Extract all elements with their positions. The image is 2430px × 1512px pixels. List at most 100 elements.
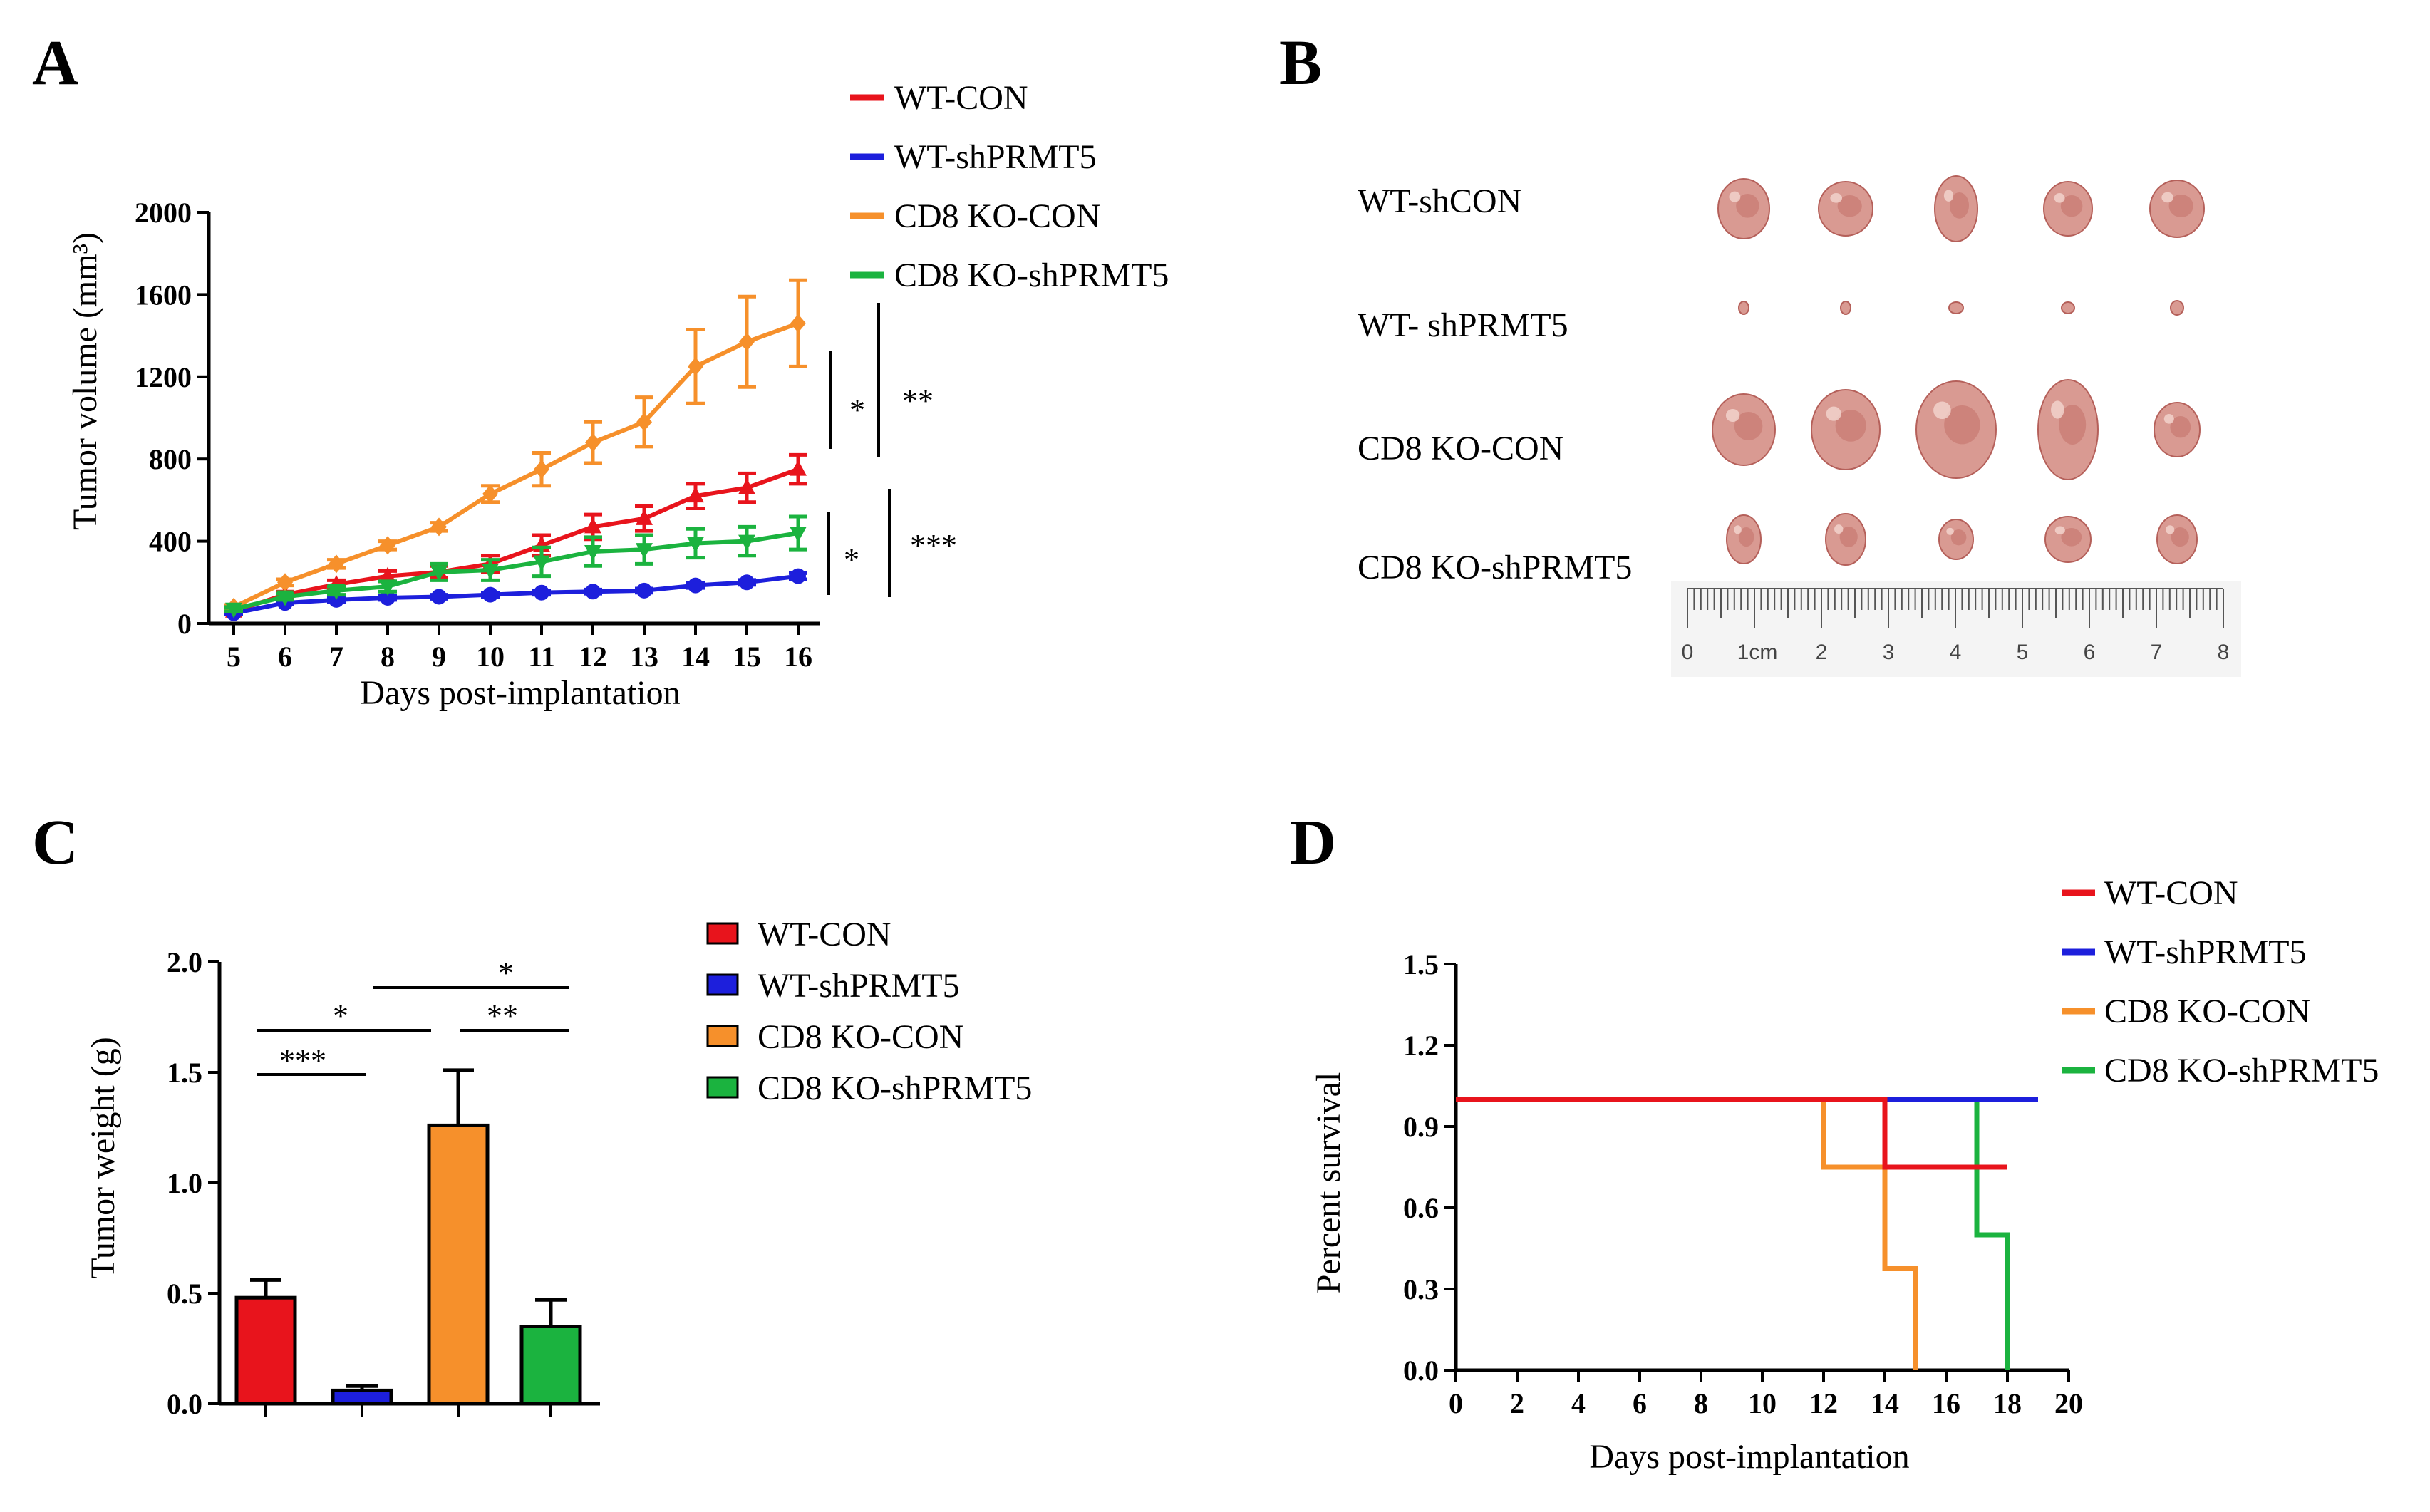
- chart-c-bar: [427, 1123, 490, 1406]
- ruler-label: 8: [2218, 641, 2230, 664]
- chart-a-point: [534, 460, 549, 479]
- chart-a-point: [584, 545, 601, 561]
- photo-row-label-4: CD8 KO-shPRMT5: [1358, 549, 1632, 586]
- photo-row-label-2: WT- shPRMT5: [1358, 306, 1568, 344]
- chart-a-point: [482, 485, 498, 504]
- chart-c-legend-label: WT-CON: [758, 916, 891, 953]
- tumor-sample: [1938, 519, 1974, 560]
- chart-a-series: [224, 278, 807, 621]
- chart-c-bar-group: [331, 1384, 393, 1417]
- tumor-highlight: [1830, 192, 1843, 203]
- photo-row-label-3: CD8 KO-CON: [1358, 430, 1563, 467]
- tumor-shade: [2171, 527, 2189, 547]
- chart-d-x-tick-label: 4: [1571, 1387, 1586, 1419]
- chart-a-x-tick-label: 13: [630, 641, 658, 673]
- ruler-label: 5: [2017, 641, 2029, 664]
- chart-a-point: [431, 517, 447, 537]
- chart-a-point: [738, 478, 755, 494]
- chart-a-point: [636, 543, 653, 559]
- tumor-shade: [2170, 416, 2191, 438]
- chart-d-legend-label: CD8 KO-CON: [2104, 993, 2310, 1030]
- chart-d-y-tick-label: 1.5: [1403, 948, 1439, 980]
- chart-c-bar-group: [427, 1068, 490, 1417]
- chart-a-legend-label: WT-shPRMT5: [894, 138, 1097, 176]
- chart-a-x-tick-label: 14: [681, 641, 710, 673]
- chart-d-line-3: [1974, 1099, 2010, 1370]
- tumor-shade: [2061, 528, 2082, 547]
- tumor-sample: [1717, 178, 1770, 239]
- chart-c-legend-label: CD8 KO-CON: [758, 1018, 963, 1056]
- chart-d-line-0: [1456, 1097, 2007, 1170]
- tumor-sample: [1915, 380, 1997, 479]
- ruler-label: 1cm: [1737, 641, 1778, 664]
- tumor-shade: [1736, 194, 1759, 218]
- panel-d-letter: D: [1290, 807, 1336, 878]
- ruler-label: 6: [2084, 641, 2096, 664]
- chart-d-x-tick-label: 20: [2054, 1387, 2083, 1419]
- chart-a-point: [379, 580, 396, 596]
- chart-a-point: [790, 460, 807, 476]
- chart-a-y-tick-label: 0: [177, 608, 192, 640]
- tumor-highlight: [1943, 190, 1954, 202]
- chart-a-x-tick-label: 12: [579, 641, 607, 673]
- chart-d-x-tick-label: 8: [1694, 1387, 1708, 1419]
- chart-c-bar-group: [234, 1278, 297, 1417]
- chart-a-x-tick-label: 9: [432, 641, 446, 673]
- chart-d-y-tick-label: 0.6: [1403, 1192, 1439, 1224]
- chart-d-legend-label: CD8 KO-shPRMT5: [2104, 1052, 2379, 1089]
- sig-label-c4: **: [487, 998, 518, 1033]
- chart-a-point: [687, 487, 704, 503]
- chart-c-bar: [331, 1388, 393, 1406]
- chart-c-y-tick-label: 1.0: [167, 1167, 202, 1199]
- chart-a-point: [482, 563, 499, 579]
- tumor-body: [1948, 301, 1964, 314]
- chart-a-point: [585, 584, 601, 600]
- chart-a-point: [688, 357, 703, 376]
- tumor-sample: [2154, 402, 2201, 457]
- chart-c-y-label: Tumor weight (g): [84, 1037, 122, 1279]
- chart-a-x-label: Days post-implantation: [360, 674, 680, 712]
- chart-a-point: [790, 314, 806, 333]
- chart-a-y-tick-label: 1200: [135, 361, 192, 393]
- sig-label-a2: **: [902, 383, 934, 418]
- chart-c-y-tick-label: 2.0: [167, 946, 202, 978]
- tumor-shade: [1950, 192, 1969, 219]
- tumor-sample: [1726, 514, 1762, 564]
- tumor-sample: [2156, 514, 2198, 564]
- chart-d-x-tick-label: 18: [1993, 1387, 2022, 1419]
- chart-d-series: [1456, 1097, 2038, 1370]
- tumor-sample: [1712, 393, 1776, 466]
- chart-a-x-tick-label: 16: [784, 641, 812, 673]
- tumor-shade: [2059, 405, 2087, 445]
- tumor-shade: [2168, 195, 2193, 217]
- chart-a-series-3: [224, 514, 807, 618]
- survival-chart: 0.0 0.3 0.6 0.9 1.2 1.5 0 2 4 6 8 10 12 14 16 18 20 Per…: [1310, 874, 2379, 1476]
- chart-c-legend-swatch: [706, 1025, 739, 1047]
- chart-a-x-tick-label: 11: [528, 641, 555, 673]
- chart-c-legend-label: WT-shPRMT5: [758, 967, 960, 1005]
- chart-a-y-tick-label: 1600: [135, 279, 192, 311]
- panel-c-letter: C: [32, 807, 78, 878]
- chart-a-y-ticks: 0 400 800 1200 1600 2000: [135, 197, 209, 640]
- tumor-highlight: [2054, 192, 2065, 203]
- sig-label-c1: ***: [279, 1043, 326, 1078]
- chart-a-significance: * ** * ***: [827, 303, 957, 597]
- tumor-sample: [2043, 181, 2093, 237]
- chart-a-series-1: [224, 568, 807, 621]
- tumor-highlight: [2054, 526, 2065, 534]
- chart-a-x-tick-label: 15: [733, 641, 761, 673]
- sig-label-c3: *: [498, 956, 514, 990]
- chart-d-legend-label: WT-CON: [2104, 874, 2238, 912]
- tumor-photo: WT-shCON WT- shPRMT5 CD8 KO-CON CD8 KO-s…: [1358, 175, 2241, 677]
- chart-c-y-ticks: 0.0 0.5 1.0 1.5 2.0: [167, 946, 219, 1420]
- chart-d-x-tick-label: 16: [1932, 1387, 1960, 1419]
- chart-a-legend-label: CD8 KO-CON: [894, 197, 1100, 235]
- tumor-body: [2170, 300, 2184, 316]
- chart-a-y-tick-label: 2000: [135, 197, 192, 229]
- photo-row-label-1: WT-shCON: [1358, 182, 1521, 220]
- tumor-sample: [1811, 389, 1881, 470]
- chart-a-legend: WT-CON WT-shPRMT5 CD8 KO-CON CD8 KO-shPRMT5: [850, 79, 1169, 294]
- tumor-sample: [2170, 300, 2184, 316]
